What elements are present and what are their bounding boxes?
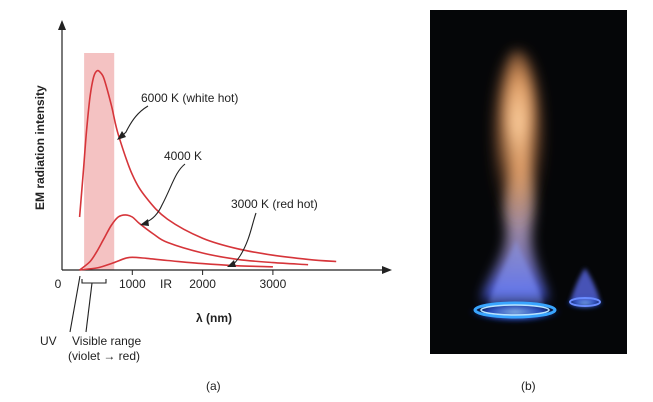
y-axis-title: EM radiation intensity [33,85,47,210]
x-tick-label: 3000 [260,277,287,291]
visible-leader [85,282,93,333]
series-label-6000k: 6000 K (white hot) [141,91,238,105]
y-axis-arrow [58,20,66,30]
visible-range-arrow: → [103,349,115,363]
ir-label: IR [160,277,172,291]
visible-range-sublabel: (violet → red) [68,349,140,363]
x-tick-label: 1000 [119,277,146,291]
visible-range-start: (violet [68,349,103,363]
series-line-4000k [79,214,309,271]
leader-6000k-arrow [117,131,126,140]
visible-range-label: Visible range [72,334,141,348]
small-flame [565,268,605,309]
visible-range-band [84,53,115,270]
caption-a: (a) [206,379,221,393]
flame-photo [430,10,627,354]
leader-6000k [120,105,149,138]
leader-3000k-arrow [227,260,236,267]
uv-leader [69,275,81,333]
leader-4000k-arrow [140,219,149,226]
x-tick-label: 2000 [189,277,216,291]
large-burner-ring [467,301,563,323]
series-line-6000k [78,69,337,263]
visible-range-end: red) [115,349,140,363]
leader-4000k [145,163,186,223]
large-flame [482,40,548,305]
x-axis-title: λ (nm) [196,311,232,325]
x-axis-arrow [382,266,392,274]
uv-label: UV [40,334,57,348]
visible-bracket [81,279,107,284]
series-line-3000k [79,256,273,271]
caption-b: (b) [521,379,536,393]
x-tick-label: 0 [55,277,62,291]
leader-3000k [231,212,257,266]
series-label-3000k: 3000 K (red hot) [231,197,318,211]
series-label-4000k: 4000 K [164,149,202,163]
